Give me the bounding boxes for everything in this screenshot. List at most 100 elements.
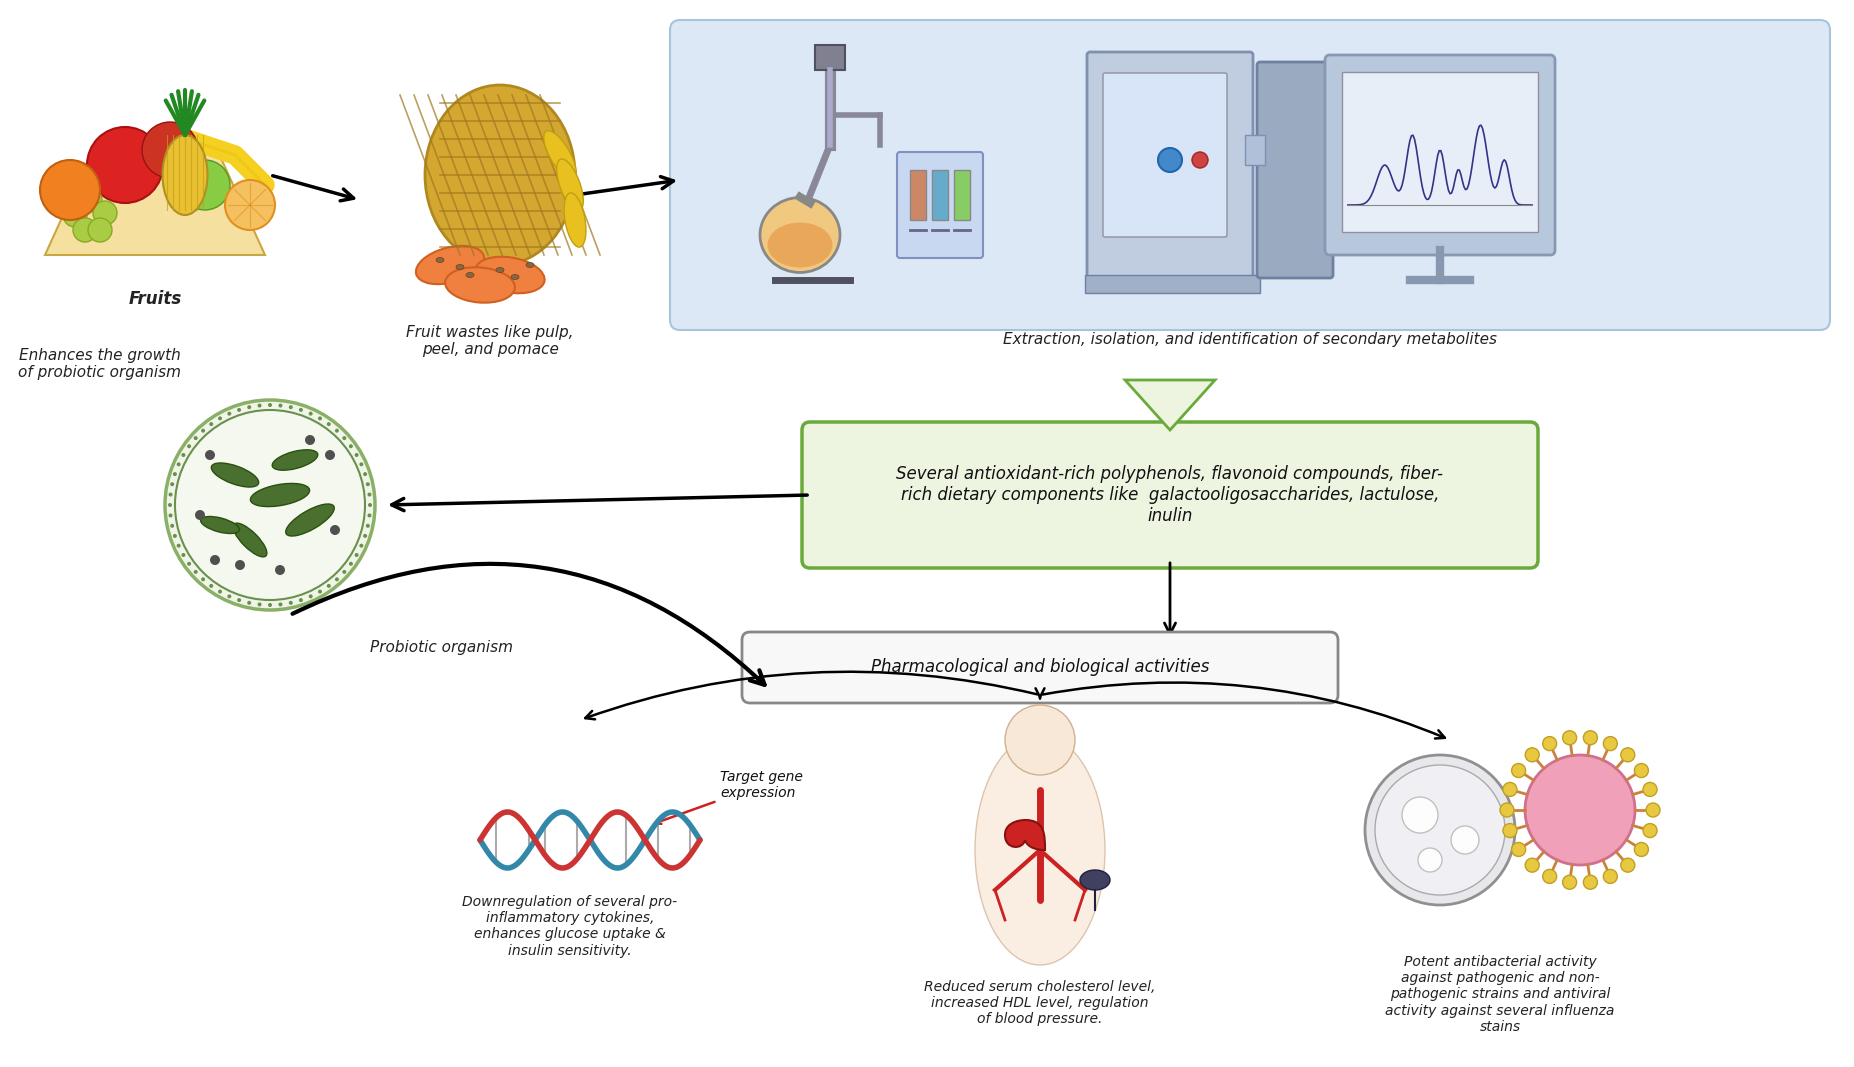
Circle shape bbox=[1563, 731, 1576, 745]
Circle shape bbox=[237, 599, 241, 602]
Circle shape bbox=[349, 444, 352, 448]
Polygon shape bbox=[1125, 380, 1214, 430]
Circle shape bbox=[363, 472, 367, 476]
Circle shape bbox=[1192, 152, 1209, 168]
Circle shape bbox=[308, 594, 313, 599]
Circle shape bbox=[72, 218, 96, 242]
Circle shape bbox=[306, 435, 315, 445]
Circle shape bbox=[1563, 875, 1576, 889]
Circle shape bbox=[278, 603, 282, 606]
Circle shape bbox=[258, 403, 261, 408]
Ellipse shape bbox=[200, 516, 239, 534]
Text: Probiotic organism: Probiotic organism bbox=[371, 640, 514, 655]
Bar bbox=[955, 170, 970, 220]
Circle shape bbox=[187, 562, 191, 566]
Circle shape bbox=[169, 513, 172, 517]
Circle shape bbox=[1511, 843, 1526, 857]
Circle shape bbox=[269, 403, 273, 407]
Circle shape bbox=[210, 555, 221, 566]
Circle shape bbox=[308, 412, 313, 416]
Circle shape bbox=[360, 544, 363, 547]
FancyBboxPatch shape bbox=[1086, 52, 1253, 278]
Circle shape bbox=[1526, 858, 1539, 872]
Circle shape bbox=[1646, 803, 1659, 817]
Circle shape bbox=[1604, 870, 1617, 883]
Circle shape bbox=[247, 601, 250, 605]
Circle shape bbox=[1159, 148, 1183, 172]
Circle shape bbox=[367, 503, 373, 507]
Circle shape bbox=[1604, 736, 1617, 750]
Circle shape bbox=[210, 584, 213, 588]
Circle shape bbox=[1526, 755, 1635, 865]
Circle shape bbox=[336, 429, 339, 433]
Circle shape bbox=[1620, 748, 1635, 762]
Ellipse shape bbox=[768, 223, 832, 268]
FancyBboxPatch shape bbox=[803, 423, 1539, 568]
Circle shape bbox=[298, 408, 302, 412]
Bar bbox=[933, 170, 947, 220]
Bar bbox=[1342, 71, 1539, 232]
Circle shape bbox=[360, 462, 363, 466]
Ellipse shape bbox=[250, 483, 310, 507]
Circle shape bbox=[1543, 870, 1557, 883]
Circle shape bbox=[1526, 748, 1539, 762]
Circle shape bbox=[363, 534, 367, 538]
Circle shape bbox=[219, 416, 222, 420]
Circle shape bbox=[258, 603, 261, 606]
Circle shape bbox=[1005, 705, 1075, 775]
Circle shape bbox=[1452, 826, 1479, 854]
Circle shape bbox=[349, 562, 352, 566]
Circle shape bbox=[354, 553, 358, 557]
Circle shape bbox=[1543, 736, 1557, 750]
Ellipse shape bbox=[543, 130, 577, 179]
Ellipse shape bbox=[436, 257, 443, 262]
Circle shape bbox=[319, 416, 323, 420]
Ellipse shape bbox=[456, 265, 464, 270]
Circle shape bbox=[41, 160, 100, 220]
Circle shape bbox=[326, 423, 330, 426]
Ellipse shape bbox=[234, 523, 267, 557]
Circle shape bbox=[210, 423, 213, 426]
Ellipse shape bbox=[1081, 870, 1111, 890]
Bar bbox=[816, 45, 845, 70]
Circle shape bbox=[330, 525, 339, 535]
Ellipse shape bbox=[163, 136, 208, 214]
Circle shape bbox=[365, 482, 369, 487]
Ellipse shape bbox=[445, 268, 515, 303]
Circle shape bbox=[343, 570, 347, 574]
Text: Extraction, isolation, and identification of secondary metabolites: Extraction, isolation, and identificatio… bbox=[1003, 332, 1496, 347]
Text: Several antioxidant-rich polyphenols, flavonoid compounds, fiber-
rich dietary c: Several antioxidant-rich polyphenols, fl… bbox=[897, 465, 1444, 525]
Circle shape bbox=[269, 603, 273, 607]
Bar bbox=[910, 170, 925, 220]
Circle shape bbox=[224, 180, 274, 230]
Circle shape bbox=[319, 590, 323, 593]
Circle shape bbox=[87, 127, 163, 203]
Circle shape bbox=[1635, 843, 1648, 857]
Circle shape bbox=[1643, 824, 1657, 838]
Circle shape bbox=[367, 493, 371, 496]
Circle shape bbox=[365, 524, 369, 528]
Ellipse shape bbox=[475, 257, 545, 293]
Circle shape bbox=[1418, 848, 1442, 872]
Circle shape bbox=[63, 203, 87, 227]
Circle shape bbox=[165, 400, 375, 610]
FancyBboxPatch shape bbox=[742, 632, 1339, 703]
Ellipse shape bbox=[975, 735, 1105, 965]
Circle shape bbox=[247, 405, 250, 409]
Circle shape bbox=[78, 188, 102, 212]
Circle shape bbox=[176, 544, 180, 547]
Circle shape bbox=[200, 429, 206, 433]
Circle shape bbox=[1620, 858, 1635, 872]
Circle shape bbox=[289, 601, 293, 605]
Ellipse shape bbox=[512, 274, 519, 280]
Circle shape bbox=[176, 462, 180, 466]
Circle shape bbox=[237, 408, 241, 412]
Text: Reduced serum cholesterol level,
increased HDL level, regulation
of blood pressu: Reduced serum cholesterol level, increas… bbox=[925, 980, 1155, 1026]
Circle shape bbox=[274, 566, 286, 575]
Circle shape bbox=[1504, 824, 1517, 838]
Circle shape bbox=[1504, 782, 1517, 796]
Circle shape bbox=[1511, 764, 1526, 778]
Circle shape bbox=[182, 553, 185, 557]
FancyBboxPatch shape bbox=[1103, 73, 1227, 237]
Bar bbox=[1085, 275, 1261, 293]
